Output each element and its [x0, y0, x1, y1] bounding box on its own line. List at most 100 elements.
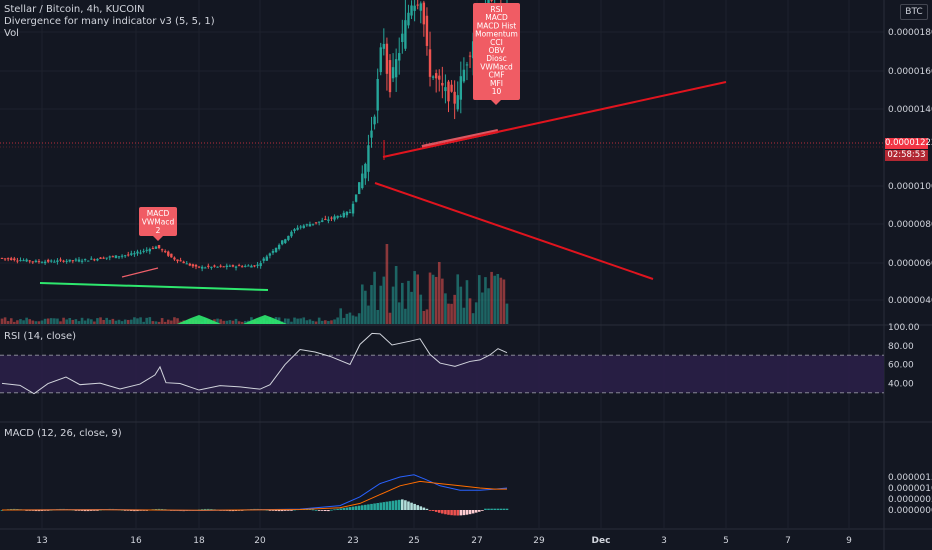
- volume-bar: [397, 302, 401, 324]
- volume-bar: [163, 321, 167, 324]
- currency-badge[interactable]: BTC: [900, 4, 928, 20]
- candle-body: [185, 263, 188, 265]
- bear-label-text: RSI: [490, 5, 502, 14]
- candle-body: [6, 258, 10, 260]
- macd-hist-bar: [484, 508, 487, 510]
- volume-bar: [437, 262, 441, 324]
- candle-body: [305, 224, 309, 226]
- macd-hist-bar: [0, 510, 4, 511]
- volume-bar: [62, 317, 65, 324]
- volume-bar: [99, 317, 102, 324]
- volume-bar: [305, 320, 309, 324]
- volume-bar: [299, 318, 302, 324]
- volume-bar: [151, 321, 155, 324]
- macd-hist-bar: [416, 505, 420, 510]
- volume-bar: [388, 312, 392, 324]
- volume-bar: [422, 310, 426, 324]
- macd-hist-bar: [317, 510, 321, 511]
- macd-title: MACD (12, 26, close, 9): [4, 428, 122, 439]
- volume-bar: [126, 319, 130, 324]
- volume-bar: [484, 277, 487, 324]
- volume-bar: [311, 320, 315, 324]
- macd-hist-bar: [474, 510, 478, 513]
- volume-bar: [425, 309, 429, 324]
- candle-body: [450, 84, 453, 92]
- time-axis-tick: 18: [193, 536, 205, 546]
- volume-bar: [59, 321, 62, 324]
- macd-hist-bar: [74, 510, 78, 511]
- bear-label-pointer: [491, 100, 501, 105]
- candle-body: [219, 265, 222, 267]
- volume-bar: [447, 303, 450, 324]
- volume-bar: [342, 317, 346, 324]
- volume-bar: [413, 271, 416, 324]
- volume-bar: [456, 274, 460, 324]
- macd-hist-bar: [133, 510, 136, 512]
- candle-body: [43, 261, 47, 264]
- candle-body: [50, 260, 53, 262]
- volume-bar: [142, 321, 145, 324]
- volume-bar: [317, 317, 321, 324]
- macd-hist-bar: [425, 508, 429, 510]
- macd-hist-bar: [496, 508, 500, 510]
- volume-bar: [379, 285, 383, 324]
- macd-hist-bar: [490, 508, 493, 510]
- volume-bar: [86, 318, 90, 324]
- candle-body: [77, 259, 81, 262]
- price-axis-tick: 0.00001400: [888, 105, 932, 115]
- candle-body: [170, 253, 173, 258]
- candle-body: [19, 260, 22, 262]
- macd-hist-bar: [283, 510, 287, 511]
- candle-body: [324, 218, 327, 220]
- macd-hist-bar: [493, 508, 496, 510]
- macd-hist-bar: [487, 508, 490, 510]
- volume-bar: [0, 318, 4, 324]
- macd-hist-bar: [130, 510, 133, 511]
- volume-bar: [16, 320, 19, 324]
- macd-hist-bar: [136, 510, 139, 512]
- macd-hist-bar: [40, 510, 44, 511]
- macd-hist-bar: [342, 507, 346, 510]
- volume-bar: [89, 319, 93, 324]
- candle-body: [293, 229, 296, 232]
- indicator-title: Divergence for many indicator v3 (5, 5, …: [4, 16, 215, 27]
- signal-line: [1, 480, 507, 511]
- macd-hist-bar: [280, 510, 284, 512]
- volume-bar: [351, 315, 355, 324]
- candle-body: [336, 215, 339, 218]
- volume-bar: [296, 318, 299, 324]
- candle-body: [234, 266, 238, 268]
- macd-hist-bar: [431, 510, 435, 511]
- candle-body: [268, 253, 272, 256]
- macd-hist-bar: [407, 501, 410, 510]
- volume-bar: [46, 318, 50, 324]
- volume-bar: [401, 282, 404, 324]
- volume-bar: [80, 317, 84, 324]
- candle-body: [160, 249, 164, 251]
- candle-body: [71, 260, 75, 262]
- volume-bar: [148, 317, 152, 324]
- macd-hist-bar: [123, 510, 127, 511]
- macd-hist-bar: [34, 510, 38, 512]
- macd-hist-bar: [83, 510, 87, 512]
- macd-hist-bar: [382, 502, 386, 510]
- bullish-marker: [177, 315, 221, 324]
- macd-hist-bar: [89, 510, 93, 511]
- volume-bar: [71, 319, 75, 324]
- volume-bar: [68, 318, 72, 324]
- volume-bar: [385, 244, 389, 324]
- candle-body: [308, 224, 312, 227]
- candle-body: [191, 264, 195, 267]
- candle-body: [311, 223, 315, 225]
- candle-body: [62, 260, 65, 262]
- bullish-marker: [243, 315, 287, 324]
- macd-hist-bar: [339, 508, 343, 510]
- macd-hist-bar: [345, 507, 349, 510]
- volume-bar: [364, 290, 367, 324]
- macd-hist-bar: [453, 510, 456, 516]
- candle-body: [117, 256, 121, 258]
- candle-body: [413, 5, 416, 11]
- volume-bar: [19, 319, 22, 324]
- volume-bar: [360, 284, 364, 324]
